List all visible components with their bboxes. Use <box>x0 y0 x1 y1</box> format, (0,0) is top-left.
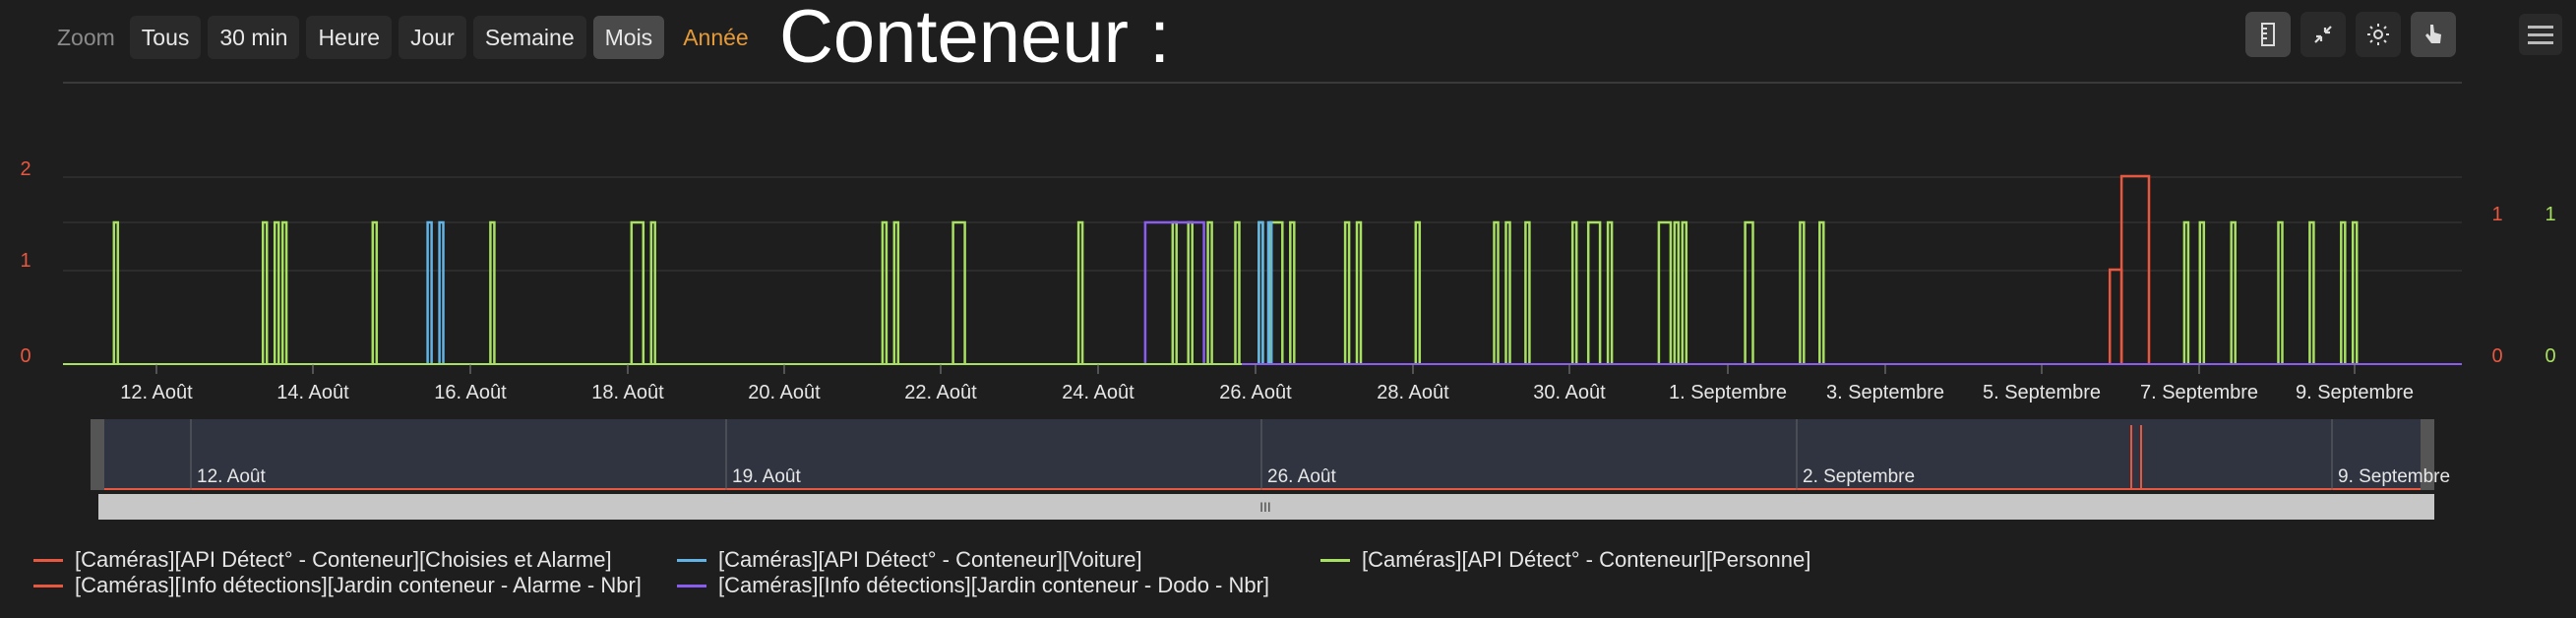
legend-item-alarme-nbr[interactable]: [Caméras][Info détections][Jardin conten… <box>33 573 642 598</box>
series-line <box>1143 220 1205 364</box>
series-personne <box>112 220 2359 364</box>
x-tick-label: 26. Août <box>1219 382 1292 403</box>
zoom-button-week[interactable]: Semaine <box>472 16 586 59</box>
zoom-label: Zoom <box>57 24 115 50</box>
chart-tools <box>2245 12 2456 57</box>
series-line <box>112 220 2359 364</box>
legend-swatch <box>33 558 63 562</box>
x-tick-label: 9. Septembre <box>2296 382 2414 403</box>
x-tick-label: 3. Septembre <box>1826 382 1944 403</box>
navigator-tick-label: 19. Août <box>732 466 801 487</box>
left-axis-tick: 0 <box>20 345 31 367</box>
series-voiture <box>426 220 1273 364</box>
series-line <box>426 220 1273 364</box>
legend-swatch <box>677 584 706 587</box>
x-tick-label: 7. Septembre <box>2140 382 2258 403</box>
x-tick-label: 24. Août <box>1062 382 1135 403</box>
pointer-icon[interactable] <box>2411 12 2456 57</box>
legend-swatch <box>33 584 63 587</box>
legend-item-personne[interactable]: [Caméras][API Détect° - Conteneur][Perso… <box>1320 547 1810 573</box>
right-axis2-tick: 0 <box>2545 345 2555 367</box>
x-tick-label: 1. Septembre <box>1669 382 1787 403</box>
navigator-tick-label: 9. Septembre <box>2338 466 2450 487</box>
zoom-button-day[interactable]: Jour <box>399 16 466 59</box>
legend-item-dodo[interactable]: [Caméras][Info détections][Jardin conten… <box>677 573 1269 598</box>
zoom-toolbar: Zoom Tous 30 min Heure Jour Semaine Mois… <box>49 14 761 61</box>
series-line <box>2119 174 2151 364</box>
x-tick-label: 22. Août <box>904 382 977 403</box>
legend-label: [Caméras][Info détections][Jardin conten… <box>718 573 1270 597</box>
zoom-button-hour[interactable]: Heure <box>306 16 393 59</box>
legend-label: [Caméras][API Détect° - Conteneur][Chois… <box>75 547 612 572</box>
x-tick-label: 12. Août <box>120 382 193 403</box>
series-nbr <box>2119 174 2151 364</box>
legend-swatch <box>677 558 706 562</box>
left-axis-tick: 1 <box>20 250 31 272</box>
left-axis-tick: 2 <box>20 158 31 180</box>
scrollbar-grip[interactable]: III <box>1259 499 1271 515</box>
scrollbar-track <box>98 494 2434 520</box>
navigator-tick-label: 12. Août <box>197 466 266 487</box>
legend-label: [Caméras][Info détections][Jardin conten… <box>75 573 642 597</box>
right-axis2-tick: 1 <box>2545 204 2555 225</box>
series-alarme <box>2108 268 2123 364</box>
compress-icon[interactable] <box>2300 12 2346 57</box>
series-dodo <box>1143 220 1205 364</box>
zoom-button-30min[interactable]: 30 min <box>208 16 300 59</box>
series-line <box>2108 268 2123 364</box>
x-tick-label: 28. Août <box>1377 382 1449 403</box>
zoom-button-month[interactable]: Mois <box>592 16 665 59</box>
right-axis1-tick: 1 <box>2491 204 2502 225</box>
chart-title: Conteneur : <box>779 0 1171 79</box>
navigator-tick-label: 26. Août <box>1267 466 1336 487</box>
x-tick-label: 18. Août <box>591 382 664 403</box>
x-tick-label: 30. Août <box>1533 382 1606 403</box>
navigator-handle-right <box>2421 419 2434 490</box>
brightness-icon[interactable] <box>2356 12 2401 57</box>
x-tick-label: 14. Août <box>276 382 349 403</box>
legend-item-voiture[interactable]: [Caméras][API Détect° - Conteneur][Voitu… <box>677 547 1142 573</box>
x-tick-label: 5. Septembre <box>1983 382 2101 403</box>
zoom-button-all[interactable]: Tous <box>129 16 202 59</box>
legend-item-alarme[interactable]: [Caméras][API Détect° - Conteneur][Chois… <box>33 547 612 573</box>
legend-swatch <box>1320 558 1350 562</box>
chart-canvas: 0 1 2 0 1 0 1 12. Août 14. Août 16. Août 18. Août… <box>20 82 2556 520</box>
x-tick-label: 20. Août <box>748 382 821 403</box>
legend-label: [Caméras][API Détect° - Conteneur][Voitu… <box>718 547 1142 572</box>
ruler-icon[interactable] <box>2245 12 2291 57</box>
x-tick-label: 16. Août <box>434 382 507 403</box>
right-axis1-tick: 0 <box>2491 345 2502 367</box>
navigator-window <box>91 419 2434 490</box>
navigator-handle-left <box>91 419 104 490</box>
zoom-button-year[interactable]: Année <box>683 25 749 50</box>
legend-label: [Caméras][API Détect° - Conteneur][Perso… <box>1362 547 1811 572</box>
navigator-tick-label: 2. Septembre <box>1803 466 1915 487</box>
menu-icon[interactable] <box>2519 14 2562 55</box>
